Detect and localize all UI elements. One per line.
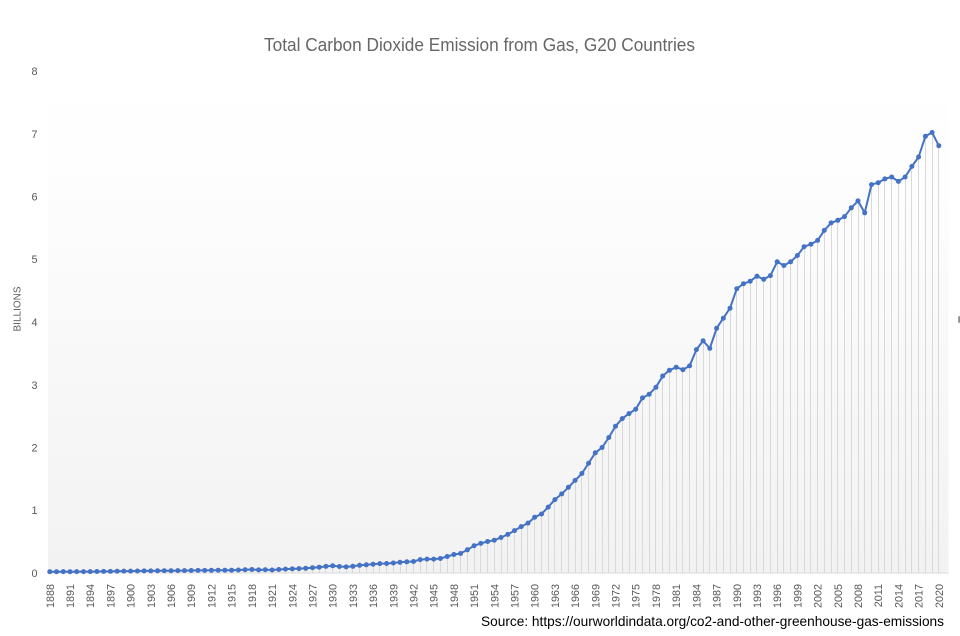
- svg-text:1945: 1945: [429, 584, 441, 608]
- svg-text:2020: 2020: [934, 584, 946, 608]
- svg-text:1924: 1924: [287, 584, 299, 608]
- svg-text:1909: 1909: [186, 584, 198, 608]
- svg-text:1957: 1957: [510, 584, 522, 608]
- svg-text:1999: 1999: [792, 584, 804, 608]
- svg-text:1969: 1969: [590, 584, 602, 608]
- svg-text:1888: 1888: [45, 584, 57, 608]
- svg-text:1966: 1966: [570, 584, 582, 608]
- svg-text:8: 8: [31, 66, 37, 78]
- svg-text:2008: 2008: [853, 584, 865, 608]
- svg-text:1960: 1960: [530, 584, 542, 608]
- svg-text:2017: 2017: [914, 584, 926, 608]
- svg-text:1: 1: [31, 505, 37, 517]
- svg-text:1921: 1921: [267, 584, 279, 608]
- svg-text:Total Carbon Dioxide Emission: Total Carbon Dioxide Emission from Gas, …: [264, 35, 695, 55]
- svg-text:1918: 1918: [247, 584, 259, 608]
- svg-text:2011: 2011: [873, 584, 885, 607]
- svg-text:1978: 1978: [651, 584, 663, 608]
- svg-text:1948: 1948: [449, 584, 461, 608]
- svg-text:7: 7: [31, 129, 37, 141]
- svg-text:1906: 1906: [166, 584, 178, 608]
- svg-text:0: 0: [31, 568, 37, 580]
- svg-text:1990: 1990: [732, 584, 744, 608]
- svg-text:1891: 1891: [65, 584, 77, 608]
- svg-text:2014: 2014: [893, 584, 905, 608]
- svg-text:1987: 1987: [712, 584, 724, 608]
- svg-text:1981: 1981: [671, 584, 683, 608]
- svg-text:2002: 2002: [813, 584, 825, 608]
- svg-text:4: 4: [31, 317, 37, 329]
- svg-text:1993: 1993: [752, 584, 764, 608]
- svg-text:Source: https://ourworldindata: Source: https://ourworldindata.org/co2-a…: [481, 613, 944, 629]
- svg-text:1933: 1933: [348, 584, 360, 608]
- svg-text:1951: 1951: [469, 584, 481, 608]
- svg-text:1894: 1894: [85, 584, 97, 608]
- svg-text:1903: 1903: [146, 584, 158, 608]
- svg-text:2005: 2005: [833, 584, 845, 608]
- svg-text:1927: 1927: [308, 584, 320, 608]
- svg-text:1996: 1996: [772, 584, 784, 608]
- svg-text:1930: 1930: [328, 584, 340, 608]
- svg-text:2: 2: [31, 443, 37, 455]
- svg-text:1897: 1897: [105, 584, 117, 608]
- svg-text:1984: 1984: [691, 584, 703, 608]
- svg-text:1972: 1972: [611, 584, 623, 608]
- svg-text:3: 3: [31, 380, 37, 392]
- svg-text:1900: 1900: [126, 584, 138, 608]
- svg-text:1915: 1915: [227, 584, 239, 608]
- svg-text:5: 5: [31, 254, 37, 266]
- svg-text:1912: 1912: [206, 584, 218, 608]
- svg-text:6: 6: [31, 192, 37, 204]
- svg-text:BILLIONS: BILLIONS: [12, 286, 23, 331]
- svg-text:1975: 1975: [631, 584, 643, 608]
- svg-text:1936: 1936: [368, 584, 380, 608]
- svg-text:1963: 1963: [550, 584, 562, 608]
- svg-text:1954: 1954: [489, 584, 501, 608]
- svg-text:1939: 1939: [388, 584, 400, 608]
- svg-text:1942: 1942: [409, 584, 421, 608]
